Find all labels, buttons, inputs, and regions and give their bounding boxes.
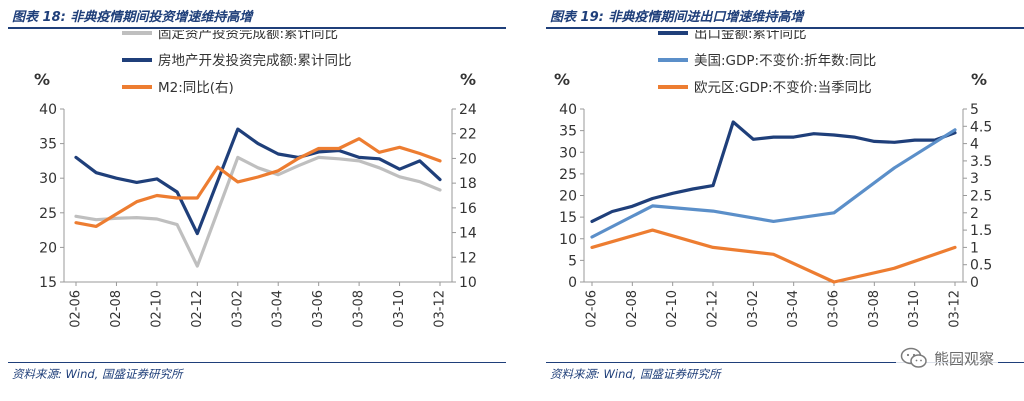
left-legend-label-2: 房地产开发投资完成额:累计同比 <box>158 53 352 69</box>
right-y-tick-label-left: 0 <box>568 275 577 291</box>
right-chart-title: 图表 19: 非典疫情期间进出口增速维持高增 <box>550 10 804 25</box>
right-x-tick-label: 02-06 <box>585 290 600 328</box>
right-y-tick-label-right: 4.5 <box>970 119 992 135</box>
left-legend-label-3: M2:同比(右) <box>158 80 234 96</box>
left-source-rule <box>8 362 506 363</box>
left-legend-label-1: 固定资产投资完成额:累计同比 <box>158 30 338 42</box>
right-y-tick-label-right: 0.5 <box>970 258 992 274</box>
left-x-tick-label: 03-12 <box>433 290 448 328</box>
right-x-tick-label: 02-10 <box>665 290 680 328</box>
right-x-tick-label: 03-04 <box>786 290 801 328</box>
right-x-tick-label: 03-12 <box>948 290 963 328</box>
right-x-tick-label: 02-08 <box>625 290 640 328</box>
left-source-note: 资料来源: Wind, 国盛证券研究所 <box>12 367 183 381</box>
left-y-tick-label-right: 16 <box>459 201 477 217</box>
left-series-line-2 <box>74 127 442 236</box>
left-title-rule <box>8 27 506 29</box>
left-y-tick-label-left: 35 <box>39 137 57 153</box>
right-x-tick-label: 03-10 <box>907 290 922 328</box>
left-x-tick-label: 03-02 <box>230 290 245 328</box>
right-x-tick-label: 03-02 <box>746 290 761 328</box>
wechat-icon <box>900 347 927 368</box>
right-y-tick-label-left: 25 <box>559 167 577 183</box>
left-y-tick-label-right: 24 <box>459 102 477 118</box>
right-source-rule <box>546 362 1024 363</box>
right-y-tick-label-left: 35 <box>559 124 577 140</box>
left-x-tick-label: 03-06 <box>311 290 326 328</box>
right-y-tick-label-right: 3.5 <box>970 154 992 170</box>
right-legend-label-1: 出口金额:累计同比 <box>694 30 807 42</box>
right-y-tick-label-right: 5 <box>970 102 979 118</box>
right-x-tick-label: 02-12 <box>706 290 721 328</box>
watermark-text: 熊园观察 <box>933 349 994 368</box>
left-y-unit-left: % <box>34 70 50 89</box>
right-y-tick-label-left: 20 <box>559 189 577 205</box>
right-y-tick-label-left: 10 <box>559 232 577 248</box>
right-y-tick-label-left: 5 <box>568 253 577 269</box>
right-y-tick-label-left: 15 <box>559 210 577 226</box>
right-source-note: 资料来源: Wind, 国盛证券研究所 <box>550 367 721 381</box>
left-y-tick-label-left: 15 <box>39 275 57 291</box>
left-series-line-1 <box>74 155 442 268</box>
left-x-tick-label: 03-10 <box>392 290 407 328</box>
left-y-tick-label-left: 20 <box>39 240 57 256</box>
right-y-tick-label-left: 40 <box>559 102 577 118</box>
right-y-tick-label-right: 2 <box>970 206 979 222</box>
right-y-unit-left: % <box>554 70 570 89</box>
right-y-tick-label-right: 3 <box>970 171 979 187</box>
right-series-line-1 <box>590 120 957 223</box>
right-y-tick-label-right: 2.5 <box>970 189 992 205</box>
left-y-tick-label-left: 40 <box>39 102 57 118</box>
right-line-chart: 051015202530354000.511.522.533.544.5502-… <box>554 30 992 328</box>
right-y-unit-right: % <box>971 70 987 89</box>
left-y-tick-label-right: 12 <box>459 250 477 266</box>
right-chart-panel: 图表 19: 非典疫情期间进出口增速维持高增 0 5 10 15 20 25 30 35 40 0… <box>538 0 1024 401</box>
left-y-tick-label-left: 25 <box>39 206 57 222</box>
right-title-rule <box>546 27 1024 29</box>
left-series-line-3 <box>74 137 442 228</box>
right-legend-label-3: 欧元区:GDP:不变价:当季同比 <box>694 80 872 96</box>
right-y-tick-label-right: 1.5 <box>970 223 992 239</box>
left-y-tick-label-left: 30 <box>39 171 57 187</box>
right-y-tick-label-right: 1 <box>970 240 979 256</box>
right-x-tick-label: 03-06 <box>827 290 842 328</box>
left-x-tick-label: 02-10 <box>149 290 164 328</box>
right-x-tick-label: 03-08 <box>867 290 882 328</box>
left-y-tick-label-right: 20 <box>459 151 477 167</box>
left-chart-panel: 图表 18: 非典疫情期间投资增速维持高增 15 20 25 30 35 40 10 12 14… <box>8 10 506 381</box>
left-y-tick-label-right: 18 <box>459 176 477 192</box>
right-legend-label-2: 美国:GDP:不变价:折年数:同比 <box>694 53 876 69</box>
right-y-tick-label-left: 30 <box>559 145 577 161</box>
left-chart-title: 图表 18: 非典疫情期间投资增速维持高增 <box>12 10 253 25</box>
left-x-tick-label: 03-04 <box>271 290 286 328</box>
left-x-tick-label: 02-06 <box>69 290 84 328</box>
watermark: 熊园观察 <box>895 345 998 371</box>
left-line-chart: 15 20 25 30 35 40 10 12 14 16 18 20 22 24 02-06 02-08 02… <box>34 30 477 328</box>
left-x-tick-label: 02-12 <box>190 290 205 328</box>
left-y-tick-label-right: 14 <box>459 226 477 242</box>
right-y-tick-label-right: 0 <box>970 275 979 291</box>
right-y-tick-label-right: 4 <box>970 137 979 153</box>
left-y-unit-right: % <box>460 70 476 89</box>
right-series-line-2 <box>590 128 957 239</box>
right-series-line-3 <box>590 228 957 284</box>
left-y-tick-label-right: 22 <box>459 127 477 143</box>
left-y-tick-label-right: 10 <box>459 275 477 291</box>
left-x-tick-label: 03-08 <box>352 290 367 328</box>
left-x-tick-label: 02-08 <box>109 290 124 328</box>
